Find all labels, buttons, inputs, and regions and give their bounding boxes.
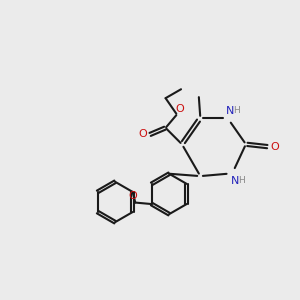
Text: N: N: [226, 106, 234, 116]
Text: N: N: [230, 176, 239, 186]
Text: O: O: [176, 103, 184, 114]
Text: H: H: [238, 176, 245, 185]
Text: O: O: [270, 142, 279, 152]
Text: H: H: [234, 106, 240, 115]
Text: O: O: [128, 191, 137, 201]
Text: O: O: [139, 129, 147, 140]
